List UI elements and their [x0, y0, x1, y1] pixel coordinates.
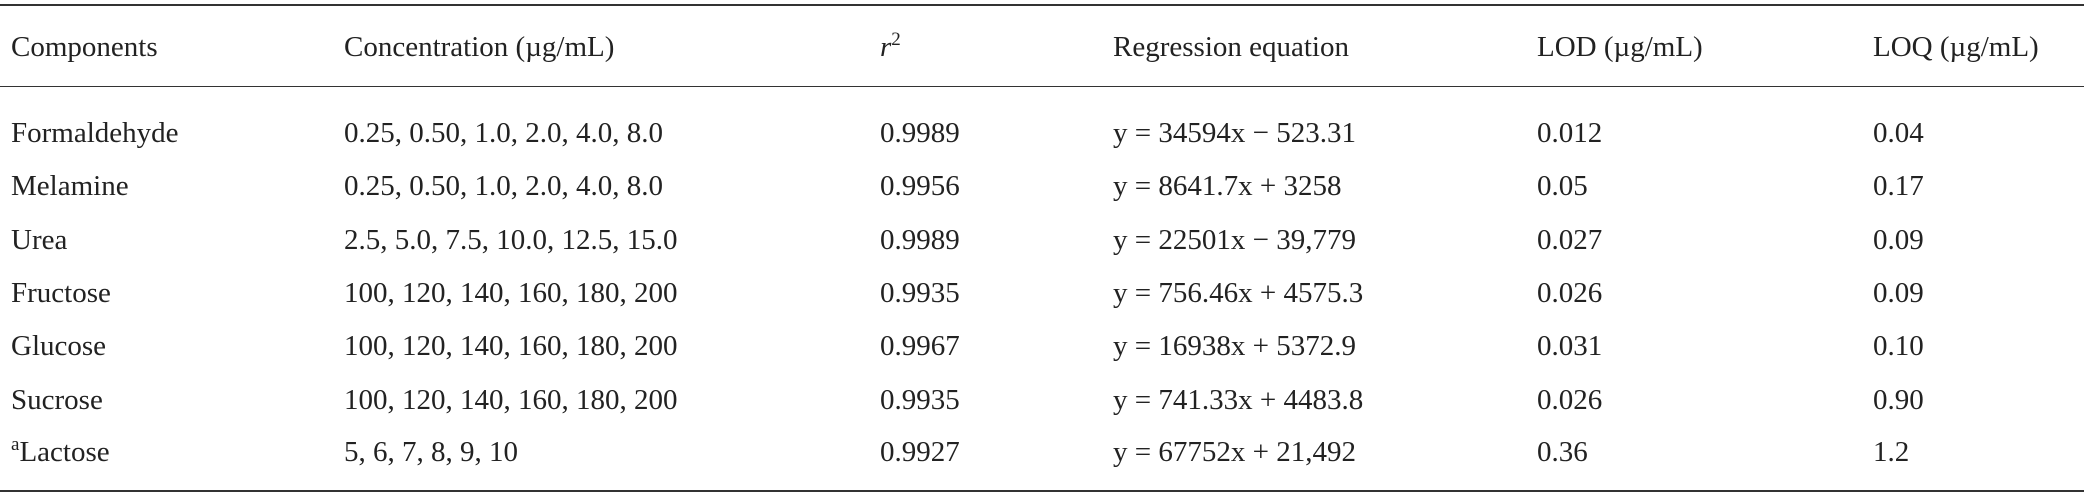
- table-cell: 100, 120, 140, 160, 180, 200: [344, 277, 678, 309]
- table-cell: Glucose: [11, 330, 107, 362]
- superscript: 2: [891, 29, 901, 50]
- table-cell: 0.026: [1537, 277, 1603, 309]
- table-cell: 0.90: [1873, 384, 1924, 416]
- table-cell: 2.5, 5.0, 7.5, 10.0, 12.5, 15.0: [344, 224, 678, 256]
- table-cell: 0.9935: [880, 384, 960, 416]
- table-cell: Formaldehyde: [11, 117, 179, 149]
- cell-text: Lactose: [19, 436, 110, 468]
- table-cell: 0.09: [1873, 277, 1924, 309]
- table-cell: 0.9956: [880, 170, 960, 202]
- footnote-mark: a: [11, 434, 20, 455]
- table-cell: Melamine: [11, 170, 129, 202]
- header-cell: LOQ (µg/mL): [1873, 31, 2039, 63]
- table-cell: Sucrose: [11, 384, 103, 416]
- table-cell: 0.031: [1537, 330, 1603, 362]
- table-cell: 0.9935: [880, 277, 960, 309]
- table-cell: 0.09: [1873, 224, 1924, 256]
- header-cell: Components: [11, 31, 158, 63]
- table-cell: 0.36: [1537, 436, 1588, 468]
- table-cell: aLactose: [11, 434, 110, 470]
- bottom-rule: [0, 490, 2084, 492]
- table-cell: 0.04: [1873, 117, 1924, 149]
- table-cell: y = 16938x + 5372.9: [1113, 330, 1356, 362]
- table-cell: 0.9989: [880, 224, 960, 256]
- table-cell: 0.17: [1873, 170, 1924, 202]
- table-cell: y = 741.33x + 4483.8: [1113, 384, 1364, 416]
- symbol: r: [880, 31, 892, 63]
- table-cell: 0.012: [1537, 117, 1603, 149]
- table-cell: 1.2: [1873, 436, 1910, 468]
- table-cell: 0.027: [1537, 224, 1603, 256]
- header-cell: Regression equation: [1113, 31, 1349, 63]
- header-cell: r2: [880, 29, 901, 65]
- table-cell: y = 67752x + 21,492: [1113, 436, 1356, 468]
- table-cell: 0.25, 0.50, 1.0, 2.0, 4.0, 8.0: [344, 117, 663, 149]
- top-rule: [0, 4, 2084, 6]
- table-cell: 100, 120, 140, 160, 180, 200: [344, 330, 678, 362]
- table-cell: y = 22501x − 39,779: [1113, 224, 1356, 256]
- table-cell: 0.05: [1537, 170, 1588, 202]
- table-cell: y = 8641.7x + 3258: [1113, 170, 1342, 202]
- header-cell: Concentration (µg/mL): [344, 31, 615, 63]
- table-cell: Fructose: [11, 277, 111, 309]
- table-cell: 0.9967: [880, 330, 960, 362]
- table-cell: Urea: [11, 224, 68, 256]
- table-cell: y = 756.46x + 4575.3: [1113, 277, 1364, 309]
- table-cell: 0.9927: [880, 436, 960, 468]
- table-cell: 5, 6, 7, 8, 9, 10: [344, 436, 518, 468]
- table-cell: 0.026: [1537, 384, 1603, 416]
- header-cell: LOD (µg/mL): [1537, 31, 1703, 63]
- table-cell: 0.25, 0.50, 1.0, 2.0, 4.0, 8.0: [344, 170, 663, 202]
- table-cell: 0.9989: [880, 117, 960, 149]
- table-cell: 0.10: [1873, 330, 1924, 362]
- table-cell: y = 34594x − 523.31: [1113, 117, 1356, 149]
- header-rule: [0, 86, 2084, 87]
- table-cell: 100, 120, 140, 160, 180, 200: [344, 384, 678, 416]
